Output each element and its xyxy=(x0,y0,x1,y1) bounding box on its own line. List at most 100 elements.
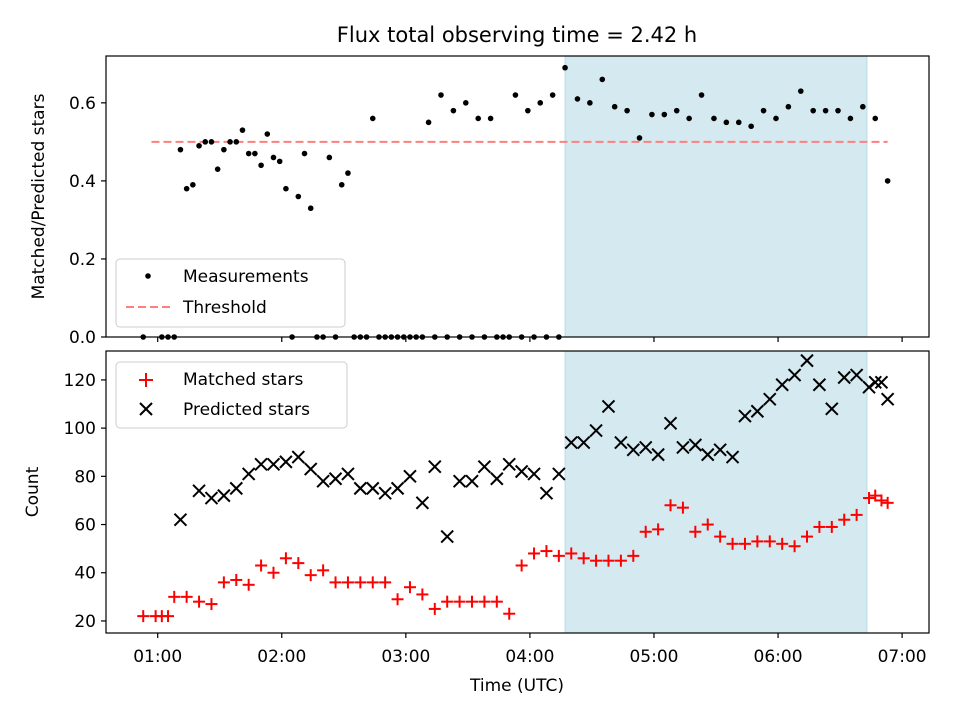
measurement-point xyxy=(636,135,643,141)
measurement-point xyxy=(574,96,581,102)
measurement-point xyxy=(270,154,277,161)
matched-star-point xyxy=(875,494,888,507)
matched-star-point xyxy=(664,499,677,512)
measurement-point xyxy=(239,127,246,133)
matched-star-point xyxy=(869,489,882,502)
measurement-point xyxy=(822,107,829,114)
measurement-point xyxy=(810,107,817,114)
time-x-tick-label: 01:00 xyxy=(133,647,182,667)
measurement-point xyxy=(307,205,314,212)
measurement-point xyxy=(860,103,866,110)
predicted-star-point xyxy=(651,447,665,462)
count-y-ticks: 20 40 60 80 100 120 xyxy=(64,371,106,632)
measurement-point xyxy=(227,139,233,145)
ratio-x-ticks xyxy=(157,337,903,342)
ratio-y-axis-label: Matched/Predicted stars xyxy=(29,93,49,299)
predicted-star-point xyxy=(676,440,690,455)
matched-star-point xyxy=(614,554,627,567)
measurement-point xyxy=(661,111,668,118)
measurement-point xyxy=(301,150,308,157)
matched-star-point xyxy=(205,598,218,611)
measurement-point xyxy=(611,103,618,110)
ratio-y-tick-label: 0.0 xyxy=(69,328,96,348)
ratio-legend-box xyxy=(115,258,346,328)
ratio-panel: 0.0 0.2 0.4 0.6 Matched/Predicted stars Mea… xyxy=(29,55,930,348)
time-x-tick-label: 05:00 xyxy=(629,647,678,667)
time-x-tick-label: 06:00 xyxy=(754,647,803,667)
predicted-star-point xyxy=(725,450,740,464)
measurement-point xyxy=(276,158,283,165)
matched-star-point xyxy=(441,595,454,608)
predicted-star-point xyxy=(514,464,529,479)
matched-star-point xyxy=(838,513,851,526)
measurement-point xyxy=(872,115,879,122)
matched-star-point xyxy=(403,581,416,594)
matched-star-point xyxy=(230,573,243,586)
measurement-point xyxy=(196,142,202,149)
predicted-star-point xyxy=(812,378,827,392)
matched-star-point xyxy=(466,595,479,608)
measurement-point xyxy=(258,162,264,169)
predicted-star-point xyxy=(204,491,219,505)
measurement-point xyxy=(735,119,742,126)
matched-star-point xyxy=(317,564,330,577)
measurement-point xyxy=(208,139,215,145)
matched-star-point xyxy=(168,590,181,603)
predicted-star-point xyxy=(601,399,616,414)
matched-star-point xyxy=(292,557,305,570)
measurement-point xyxy=(283,185,289,192)
measurement-point xyxy=(562,64,568,71)
matched-star-point xyxy=(416,588,429,601)
predicted-star-point xyxy=(614,435,628,450)
count-y-tick-label: 40 xyxy=(74,564,96,584)
matched-star-point xyxy=(738,537,751,550)
predicted-star-point xyxy=(353,481,368,496)
measurement-point xyxy=(649,111,655,118)
matched-star-point xyxy=(800,530,813,543)
matched-star-point xyxy=(162,610,175,623)
ratio-y-ticks: 0.0 0.2 0.4 0.6 xyxy=(69,94,106,348)
matched-star-point xyxy=(776,537,789,550)
predicted-star-point xyxy=(800,353,814,368)
count-panel: 20 40 60 80 100 120 01:00 02:00 03:00 04:00 05:00… xyxy=(23,350,930,696)
matched-star-point xyxy=(428,602,441,615)
matched-star-point xyxy=(490,595,503,608)
matched-star-point xyxy=(540,545,553,558)
predicted-star-point xyxy=(378,486,392,500)
matched-star-point xyxy=(379,576,392,589)
matched-star-point xyxy=(304,569,317,582)
time-x-tick-label: 04:00 xyxy=(505,647,554,667)
measurement-point xyxy=(723,119,730,126)
time-x-tick-label: 07:00 xyxy=(878,647,927,667)
matched-star-point xyxy=(676,501,689,514)
legend-measurement-marker xyxy=(145,273,151,279)
measurement-point xyxy=(512,92,519,98)
legend-matched-marker xyxy=(139,373,153,387)
predicted-star-point xyxy=(390,481,405,496)
matched-star-point xyxy=(813,520,826,533)
measurement-point xyxy=(252,150,258,157)
measurement-point xyxy=(264,131,271,137)
matched-star-point xyxy=(863,492,876,505)
matched-star-point xyxy=(881,496,894,509)
predicted-star-point xyxy=(626,443,641,457)
predicted-star-point xyxy=(366,481,380,496)
predicted-star-point xyxy=(452,474,467,488)
predicted-star-point xyxy=(254,457,268,471)
time-x-tick-label: 02:00 xyxy=(257,647,306,667)
measurement-point xyxy=(183,185,190,192)
matched-star-point xyxy=(825,520,838,533)
measurement-point xyxy=(748,123,754,130)
count-y-tick-label: 80 xyxy=(74,467,96,487)
count-y-tick-label: 120 xyxy=(64,371,96,391)
measurement-point xyxy=(338,181,345,188)
matched-star-point xyxy=(255,559,268,572)
predicted-star-point xyxy=(576,435,591,450)
predicted-star-point xyxy=(713,443,727,457)
predicted-star-point xyxy=(241,467,256,481)
predicted-star-point xyxy=(874,375,889,390)
measurement-point xyxy=(487,115,494,122)
predicted-star-point xyxy=(589,423,603,438)
matched-star-point xyxy=(788,540,801,553)
measurement-point xyxy=(835,107,841,114)
